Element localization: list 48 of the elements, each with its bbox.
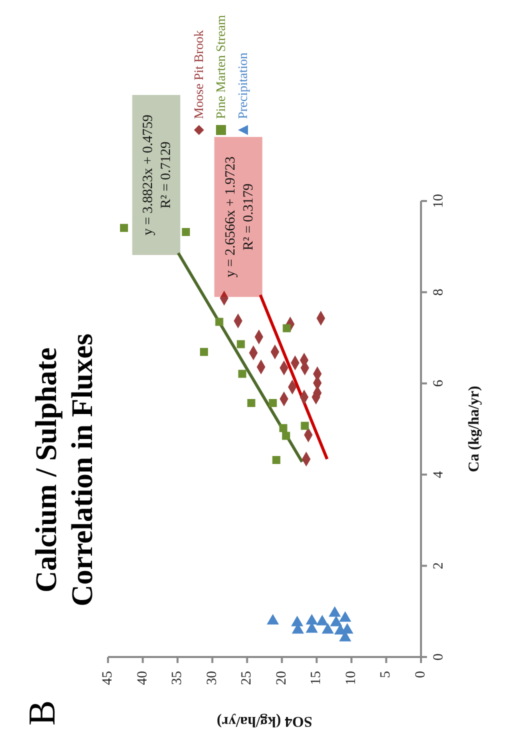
equation-box: y = 2.6566x + 1.9723 R² = 0.3179 xyxy=(214,136,262,297)
point xyxy=(330,616,342,626)
point xyxy=(238,370,246,378)
x-tick-label: 35 xyxy=(170,671,186,685)
y-tick-label: 0 xyxy=(432,654,446,660)
y-tick-label: 4 xyxy=(432,471,446,478)
y-tick-label: 8 xyxy=(432,288,446,296)
point xyxy=(247,399,256,408)
text: Pine Marten Stream xyxy=(212,15,229,119)
point xyxy=(328,606,341,617)
y-tick-label: 2 xyxy=(432,562,446,570)
x-tick-label: 10 xyxy=(344,671,359,685)
equation-box: y = 3.8823x + 0.4759 R² = 0.7129 xyxy=(132,94,180,255)
point xyxy=(339,611,352,622)
text: Calcium / Sulphate Correlation in Fluxes xyxy=(29,332,100,608)
y-tick-label: 6 xyxy=(432,380,446,387)
point xyxy=(306,614,318,624)
point xyxy=(316,614,328,626)
point xyxy=(182,228,190,236)
y-tick-label: 10 xyxy=(432,194,446,208)
point xyxy=(215,318,224,326)
point xyxy=(282,324,291,332)
point xyxy=(266,614,279,624)
x-axis-title: SO4 (kg/ha/yr) xyxy=(216,713,312,729)
annotation: y = 2.6566x + 1.9723 R² = 0.3179 xyxy=(223,156,256,278)
x-tick-label: 45 xyxy=(100,671,116,685)
text: B xyxy=(22,700,64,726)
point xyxy=(268,399,277,408)
x-tick-label: 20 xyxy=(274,671,290,685)
x-tick-label: 5 xyxy=(378,671,394,678)
text: Precipitation xyxy=(234,52,251,119)
text: Moose Pit Brook xyxy=(190,30,207,119)
point xyxy=(200,348,208,356)
point xyxy=(236,340,245,348)
point xyxy=(272,456,280,464)
x-tick-label: 40 xyxy=(135,671,150,685)
x-tick-label: 25 xyxy=(240,671,255,685)
point xyxy=(322,623,334,634)
annotation: y = 3.8823x + 0.4759 R² = 0.7129 xyxy=(141,114,174,236)
y-axis-title: Ca (kg/ha/yr) xyxy=(466,386,482,472)
x-tick-label: 30 xyxy=(204,671,220,685)
point xyxy=(300,422,309,430)
x-tick-label: 0 xyxy=(414,671,428,678)
x-tick-label: 15 xyxy=(309,671,324,685)
point xyxy=(282,432,290,440)
point xyxy=(291,616,304,626)
point xyxy=(120,224,128,232)
point xyxy=(279,424,288,432)
